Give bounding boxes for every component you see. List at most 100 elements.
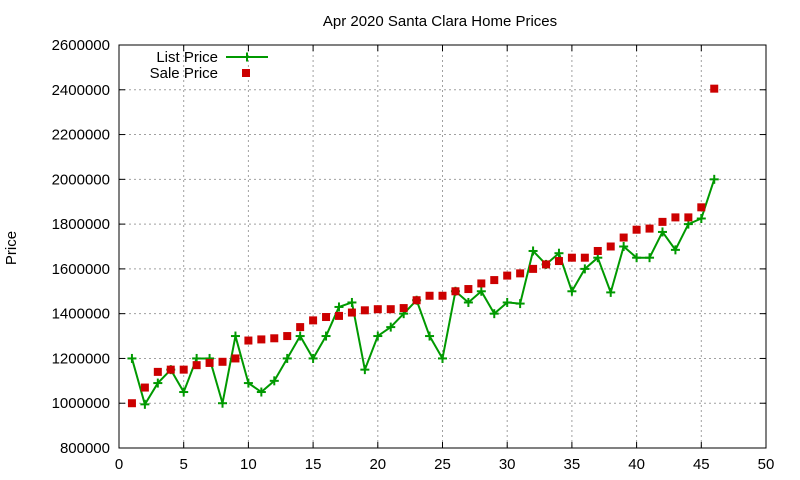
sale-price-point bbox=[373, 305, 382, 314]
y-tick-label: 800000 bbox=[60, 440, 110, 457]
list-price-point bbox=[619, 242, 629, 251]
list-price-point bbox=[554, 248, 564, 258]
axis-tick-labels: 0 5 10 15 20 25 30 35 40 45 50 800000 1000000 1200000… bbox=[52, 37, 775, 473]
list-price-point bbox=[321, 331, 331, 341]
chart-title: Apr 2020 Santa Clara Home Prices bbox=[323, 13, 557, 30]
list-price-point bbox=[696, 214, 706, 224]
sale-price-point bbox=[477, 279, 486, 288]
sale-price-point bbox=[270, 334, 279, 343]
sale-price-point bbox=[580, 253, 589, 262]
list-price-point bbox=[308, 353, 318, 363]
series-layer bbox=[127, 84, 719, 409]
grid bbox=[119, 45, 766, 448]
list-price-point bbox=[347, 297, 357, 307]
sale-price-point bbox=[218, 357, 227, 366]
x-tick-label: 45 bbox=[693, 456, 710, 473]
legend-label: Sale Price bbox=[150, 65, 218, 82]
list-price-point bbox=[502, 297, 512, 307]
list-price-point bbox=[360, 365, 370, 375]
list-price-point bbox=[386, 322, 396, 332]
sale-price-point bbox=[309, 316, 318, 325]
sale-price-point bbox=[529, 264, 538, 273]
x-tick-label: 10 bbox=[240, 456, 257, 473]
list-price-point bbox=[489, 309, 499, 319]
sale-price-point bbox=[451, 287, 460, 296]
list-price-point bbox=[373, 331, 383, 341]
y-tick-label: 2000000 bbox=[52, 171, 110, 188]
y-tick-label: 1800000 bbox=[52, 216, 110, 233]
list-price-point bbox=[438, 353, 447, 363]
sale-price-point bbox=[710, 84, 719, 93]
sale-price-point bbox=[554, 257, 563, 266]
sale-price-point bbox=[347, 308, 356, 317]
y-tick-label: 2200000 bbox=[52, 127, 110, 144]
legend-square-marker bbox=[242, 69, 250, 77]
list-price-point bbox=[127, 353, 137, 363]
sale-price-point bbox=[192, 361, 201, 370]
list-price-point bbox=[463, 297, 473, 307]
sale-price-point bbox=[412, 296, 421, 305]
series-sale-price bbox=[127, 84, 719, 408]
sale-price-point bbox=[283, 332, 292, 341]
sale-price-point bbox=[386, 305, 395, 314]
list-price-point bbox=[282, 353, 292, 363]
x-tick-label: 0 bbox=[115, 456, 123, 473]
list-price-point bbox=[140, 399, 150, 409]
sale-price-point bbox=[334, 311, 343, 320]
x-tick-label: 20 bbox=[369, 456, 386, 473]
list-price-point bbox=[632, 253, 642, 263]
sale-price-point bbox=[658, 217, 667, 226]
sale-price-point bbox=[490, 276, 499, 285]
list-price-point bbox=[243, 378, 253, 388]
sale-price-point bbox=[179, 365, 188, 374]
list-price-point bbox=[670, 245, 680, 255]
list-price-point bbox=[218, 398, 228, 408]
x-tick-label: 50 bbox=[758, 456, 775, 473]
list-price-point bbox=[657, 227, 667, 237]
y-tick-label: 1000000 bbox=[52, 395, 110, 412]
x-tick-label: 40 bbox=[628, 456, 645, 473]
y-tick-label: 2400000 bbox=[52, 82, 110, 99]
y-tick-label: 1200000 bbox=[52, 350, 110, 367]
axis-ticks bbox=[118, 44, 767, 449]
sale-price-point bbox=[632, 225, 641, 234]
list-price-point bbox=[269, 376, 279, 386]
sale-price-point bbox=[399, 304, 408, 313]
x-tick-label: 15 bbox=[305, 456, 322, 473]
sale-price-point bbox=[296, 323, 305, 332]
list-price-point bbox=[606, 287, 616, 297]
sale-price-point bbox=[140, 383, 149, 392]
sale-price-point bbox=[516, 269, 525, 278]
sale-price-point bbox=[257, 335, 266, 344]
sale-price-point bbox=[542, 260, 551, 269]
sale-price-point bbox=[697, 203, 706, 212]
sale-price-point bbox=[671, 213, 680, 222]
y-tick-label: 1600000 bbox=[52, 261, 110, 278]
list-price-point bbox=[179, 387, 189, 397]
sale-price-point bbox=[438, 291, 447, 300]
list-price-point bbox=[580, 264, 590, 274]
sale-price-point bbox=[619, 233, 628, 242]
list-price-point bbox=[230, 331, 240, 341]
list-price-point bbox=[528, 246, 538, 256]
sale-price-point bbox=[244, 336, 253, 345]
legend-plus-marker bbox=[242, 52, 252, 62]
x-tick-label: 5 bbox=[180, 456, 188, 473]
list-price-point bbox=[295, 331, 305, 341]
sale-price-point bbox=[166, 365, 175, 374]
series-list-price bbox=[127, 174, 719, 409]
sale-price-point bbox=[593, 246, 602, 255]
sale-price-point bbox=[684, 213, 693, 222]
sale-price-point bbox=[567, 253, 576, 262]
list-price-point bbox=[476, 286, 486, 296]
sale-price-point bbox=[503, 271, 512, 280]
sale-price-point bbox=[322, 313, 331, 322]
sale-price-point bbox=[127, 399, 136, 408]
sale-price-point bbox=[205, 358, 214, 367]
x-tick-label: 35 bbox=[564, 456, 581, 473]
sale-price-point bbox=[231, 354, 240, 363]
sale-price-point bbox=[606, 242, 615, 251]
list-price-point bbox=[334, 302, 344, 312]
list-price-point bbox=[645, 253, 655, 263]
